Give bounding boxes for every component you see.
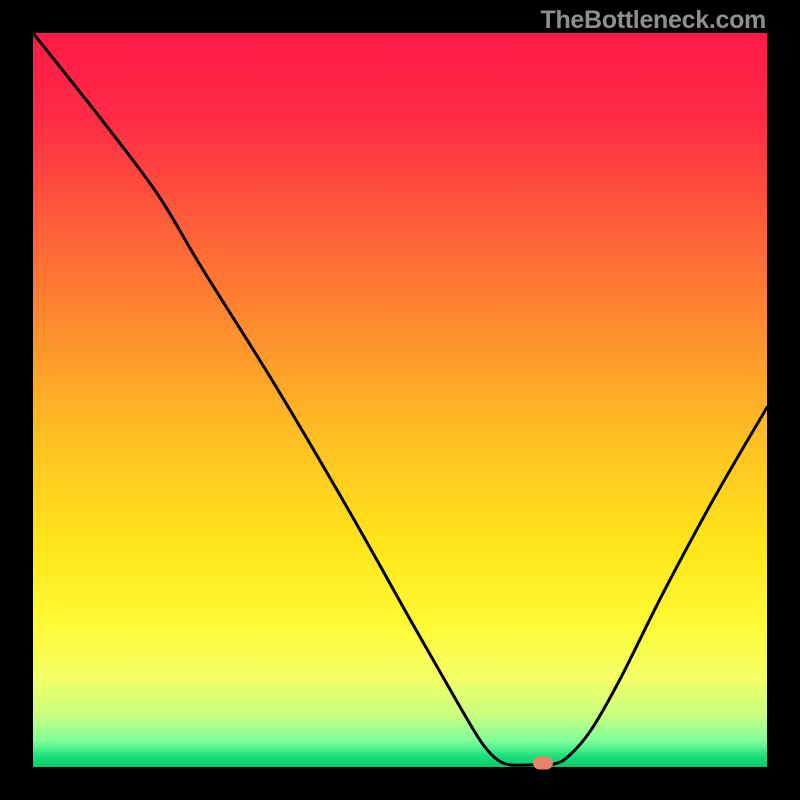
highlight-marker	[533, 756, 553, 769]
watermark-text: TheBottleneck.com	[540, 6, 766, 35]
line-layer	[33, 33, 767, 767]
chart-frame: TheBottleneck.com	[0, 0, 800, 800]
plot-area	[33, 33, 767, 767]
bottleneck-curve	[33, 33, 767, 765]
